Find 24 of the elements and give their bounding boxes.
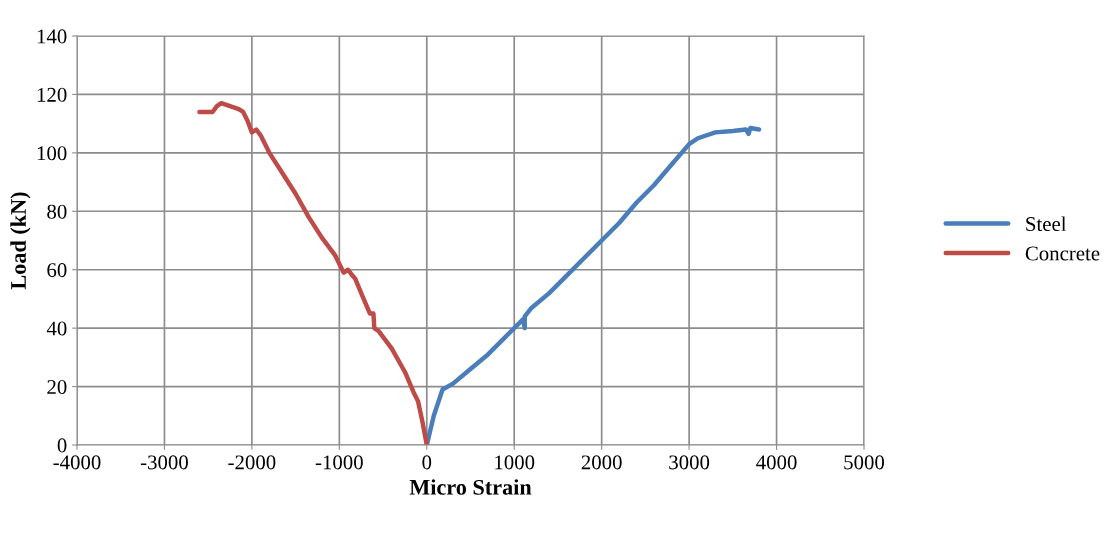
legend-label: Concrete (1025, 246, 1100, 261)
line-series (424, 125, 762, 445)
y-tick-label: 20 (47, 379, 67, 394)
x-tick-label: -2000 (228, 455, 276, 470)
x-tick-label: 0 (422, 455, 432, 470)
x-tick-label: 4000 (756, 455, 797, 470)
y-tick-label: 0 (57, 438, 67, 453)
y-tick-label: 80 (47, 204, 67, 219)
x-tick-label: -1000 (315, 455, 363, 470)
y-tick-label: 140 (37, 29, 67, 44)
y-tick-label: 60 (47, 263, 67, 278)
y-tick-label: 120 (37, 87, 67, 102)
x-tick-label: 3000 (669, 455, 710, 470)
y-axis-title: Load (kN) (10, 192, 31, 290)
y-tick-label: 100 (37, 146, 67, 161)
x-tick-label: 5000 (844, 455, 885, 470)
x-axis-title: Micro Strain (409, 479, 532, 495)
legend-label: Steel (1026, 216, 1067, 232)
x-tick-label: 2000 (581, 455, 622, 470)
line-series (197, 100, 429, 445)
x-tick-label: 1000 (495, 455, 535, 470)
x-tick-label: -4000 (53, 455, 101, 470)
y-tick-label: 40 (46, 321, 67, 336)
x-tick-label: -3000 (140, 455, 188, 470)
